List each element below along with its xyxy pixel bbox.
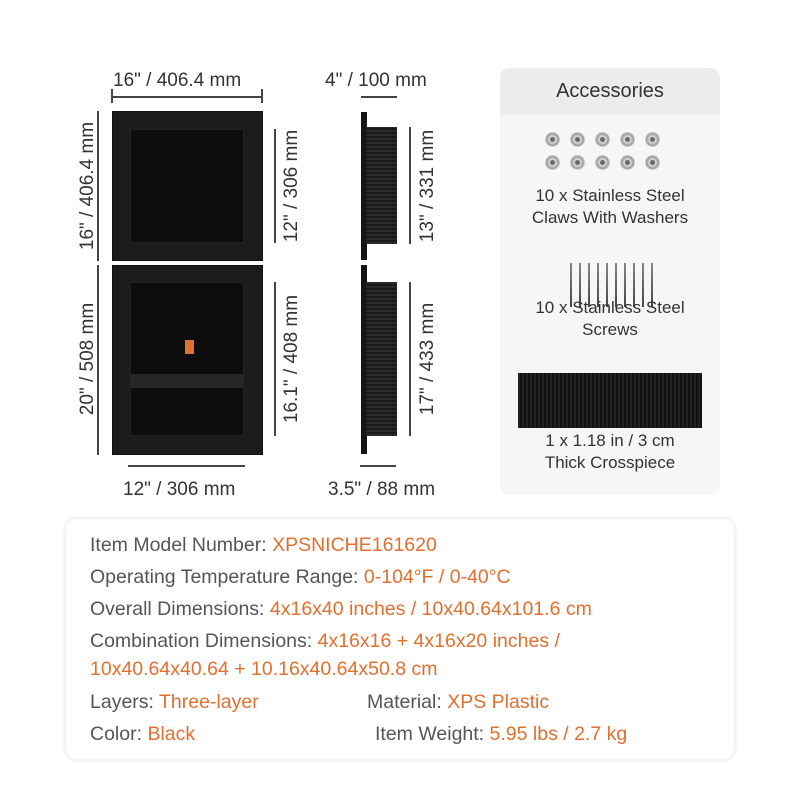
- upper-inner-height-label: 12" / 306 mm: [281, 129, 302, 243]
- dimension-line: [409, 127, 411, 244]
- specifications-panel: Item Model Number: XPSNICHE161620 Operat…: [66, 519, 734, 759]
- dimension-line: [128, 465, 245, 467]
- claws-line1: 10 x Stainless Steel: [535, 186, 685, 205]
- upper-height-label: 16" / 406.4 mm: [77, 121, 98, 251]
- crosspiece-line1: 1 x 1.18 in / 3 cm: [545, 431, 675, 450]
- side-inner-depth-label: 3.5" / 88 mm: [328, 479, 436, 500]
- upper-side-flange: [361, 112, 367, 260]
- accessories-panel: Accessories 10 x Stainless Steel Claws W…: [500, 68, 720, 495]
- screws-image: [570, 263, 653, 307]
- dimension-line: [97, 111, 99, 261]
- spec-layers: Layers: Three-layer: [90, 691, 259, 713]
- spec-combination-dimensions-metric: 10x40.64x40.64 + 10.16x40.64x50.8 cm: [90, 658, 438, 680]
- side-depth-label: 4" / 100 mm: [325, 70, 427, 91]
- spec-combination-dimensions: Combination Dimensions: 4x16x16 + 4x16x2…: [90, 630, 560, 652]
- lower-niche-recess: [130, 282, 244, 436]
- dimension-line: [274, 129, 276, 243]
- inner-width-label: 12" / 306 mm: [123, 479, 236, 500]
- spec-color: Color: Black: [90, 723, 196, 745]
- lower-side-body: [366, 282, 397, 436]
- dimension-line: [361, 96, 397, 98]
- side-lower-height-label: 17" / 433 mm: [417, 302, 438, 416]
- dimension-line: [274, 282, 276, 436]
- crosspiece-line2: Thick Crosspiece: [544, 453, 676, 472]
- dimension-line: [409, 282, 411, 436]
- product-label-sticker: [185, 340, 194, 354]
- lower-height-label: 20" / 508 mm: [77, 302, 98, 416]
- upper-niche-recess: [130, 129, 244, 243]
- dimension-line: [112, 96, 262, 98]
- spec-model: Item Model Number: XPSNICHE161620: [90, 534, 437, 556]
- lower-side-flange: [361, 265, 367, 454]
- spec-overall-dimensions: Overall Dimensions: 4x16x40 inches / 10x…: [90, 598, 592, 620]
- spec-temperature: Operating Temperature Range: 0-104°F / 0…: [90, 566, 511, 588]
- screws-line2: Screws: [582, 320, 638, 339]
- screws-line1: 10 x Stainless Steel: [535, 298, 685, 317]
- side-upper-height-label: 13" / 331 mm: [417, 129, 438, 243]
- upper-side-body: [366, 127, 397, 244]
- dimension-tick: [111, 89, 113, 103]
- claws-image: [545, 132, 675, 170]
- dimension-line: [97, 265, 99, 455]
- claws-line2: Claws With Washers: [531, 208, 689, 227]
- dimension-tick: [261, 89, 263, 103]
- dimension-line: [360, 465, 396, 467]
- crosspiece-image: [518, 373, 702, 428]
- front-width-label: 16" / 406.4 mm: [113, 70, 242, 91]
- crosspiece: [130, 374, 244, 388]
- spec-material: Material: XPS Plastic: [367, 691, 550, 713]
- accessories-title: Accessories: [500, 68, 720, 115]
- spec-weight: Item Weight: 5.95 lbs / 2.7 kg: [375, 723, 628, 745]
- lower-inner-height-label: 16.1" / 408 mm: [281, 294, 302, 424]
